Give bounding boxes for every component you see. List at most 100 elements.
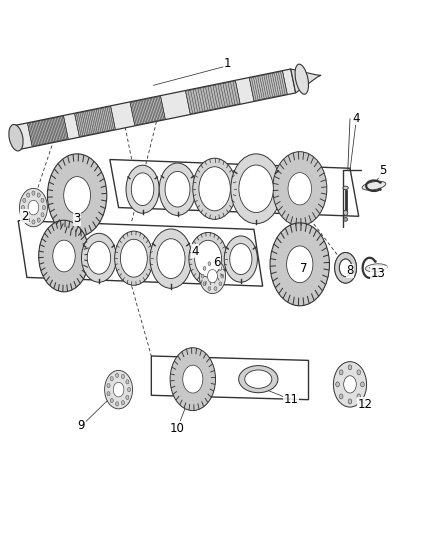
Ellipse shape xyxy=(339,394,343,399)
Ellipse shape xyxy=(107,383,110,387)
Ellipse shape xyxy=(239,366,278,393)
Ellipse shape xyxy=(214,287,217,290)
Ellipse shape xyxy=(219,282,222,286)
Ellipse shape xyxy=(159,163,196,215)
Ellipse shape xyxy=(357,394,360,399)
Text: 2: 2 xyxy=(21,210,28,223)
Ellipse shape xyxy=(27,193,30,197)
Ellipse shape xyxy=(19,188,47,227)
Ellipse shape xyxy=(53,240,75,272)
Text: 13: 13 xyxy=(371,266,386,279)
Ellipse shape xyxy=(150,229,192,288)
Polygon shape xyxy=(186,81,240,114)
Ellipse shape xyxy=(344,217,348,221)
Ellipse shape xyxy=(231,154,282,224)
Ellipse shape xyxy=(87,241,111,274)
Ellipse shape xyxy=(131,173,154,206)
Ellipse shape xyxy=(219,266,222,270)
Text: 1: 1 xyxy=(224,57,231,70)
Ellipse shape xyxy=(121,374,124,378)
Ellipse shape xyxy=(360,382,364,387)
Ellipse shape xyxy=(32,191,35,195)
Text: 4: 4 xyxy=(353,111,360,125)
Ellipse shape xyxy=(208,270,217,282)
Ellipse shape xyxy=(339,370,343,375)
Ellipse shape xyxy=(41,198,44,203)
Ellipse shape xyxy=(126,395,129,400)
Ellipse shape xyxy=(126,379,129,384)
Ellipse shape xyxy=(194,240,222,277)
Ellipse shape xyxy=(41,213,44,217)
Ellipse shape xyxy=(365,264,387,272)
Ellipse shape xyxy=(27,218,30,222)
Polygon shape xyxy=(249,71,287,101)
Ellipse shape xyxy=(239,165,273,213)
Text: 8: 8 xyxy=(346,264,353,277)
Ellipse shape xyxy=(348,365,352,370)
Ellipse shape xyxy=(115,231,153,285)
Polygon shape xyxy=(28,116,68,146)
Ellipse shape xyxy=(64,176,91,214)
Ellipse shape xyxy=(23,198,26,203)
Text: 7: 7 xyxy=(300,262,308,275)
Ellipse shape xyxy=(105,370,133,409)
Ellipse shape xyxy=(28,200,39,215)
Ellipse shape xyxy=(245,370,272,389)
Ellipse shape xyxy=(110,398,113,402)
Ellipse shape xyxy=(214,262,217,265)
Ellipse shape xyxy=(21,205,25,209)
Ellipse shape xyxy=(110,377,113,381)
Ellipse shape xyxy=(23,213,26,217)
Ellipse shape xyxy=(116,373,119,377)
Polygon shape xyxy=(291,69,321,93)
Ellipse shape xyxy=(199,167,230,211)
Ellipse shape xyxy=(288,173,311,205)
Ellipse shape xyxy=(37,218,40,222)
Ellipse shape xyxy=(170,348,215,410)
Ellipse shape xyxy=(203,282,206,286)
Text: 6: 6 xyxy=(213,256,221,269)
Text: 12: 12 xyxy=(358,398,373,410)
Ellipse shape xyxy=(203,266,206,270)
Ellipse shape xyxy=(362,181,386,190)
Ellipse shape xyxy=(343,186,348,190)
Ellipse shape xyxy=(335,253,357,283)
Text: 9: 9 xyxy=(78,419,85,432)
Ellipse shape xyxy=(47,154,107,237)
Ellipse shape xyxy=(224,236,258,282)
Ellipse shape xyxy=(126,165,159,213)
Ellipse shape xyxy=(9,125,23,151)
Ellipse shape xyxy=(348,399,352,404)
Ellipse shape xyxy=(339,259,352,277)
Ellipse shape xyxy=(42,205,46,209)
Ellipse shape xyxy=(157,239,185,279)
Ellipse shape xyxy=(165,172,190,207)
Ellipse shape xyxy=(339,259,352,277)
Ellipse shape xyxy=(295,64,308,94)
Ellipse shape xyxy=(127,387,131,392)
Text: 5: 5 xyxy=(379,164,386,177)
Ellipse shape xyxy=(32,220,35,224)
Ellipse shape xyxy=(344,376,356,393)
Text: 11: 11 xyxy=(283,393,299,406)
Ellipse shape xyxy=(121,401,124,405)
Ellipse shape xyxy=(116,402,119,406)
Polygon shape xyxy=(74,107,115,136)
Ellipse shape xyxy=(199,259,226,294)
Ellipse shape xyxy=(357,370,360,375)
Ellipse shape xyxy=(208,287,211,290)
Polygon shape xyxy=(14,69,296,150)
Polygon shape xyxy=(130,96,165,125)
Ellipse shape xyxy=(333,362,367,407)
Ellipse shape xyxy=(201,274,204,278)
Ellipse shape xyxy=(113,382,124,397)
Ellipse shape xyxy=(39,220,89,292)
Ellipse shape xyxy=(81,233,117,282)
Ellipse shape xyxy=(107,392,110,396)
Text: 10: 10 xyxy=(170,422,185,434)
Ellipse shape xyxy=(343,210,348,215)
Ellipse shape xyxy=(189,232,227,285)
Text: 3: 3 xyxy=(74,212,81,225)
Ellipse shape xyxy=(183,365,203,393)
Ellipse shape xyxy=(230,244,252,274)
